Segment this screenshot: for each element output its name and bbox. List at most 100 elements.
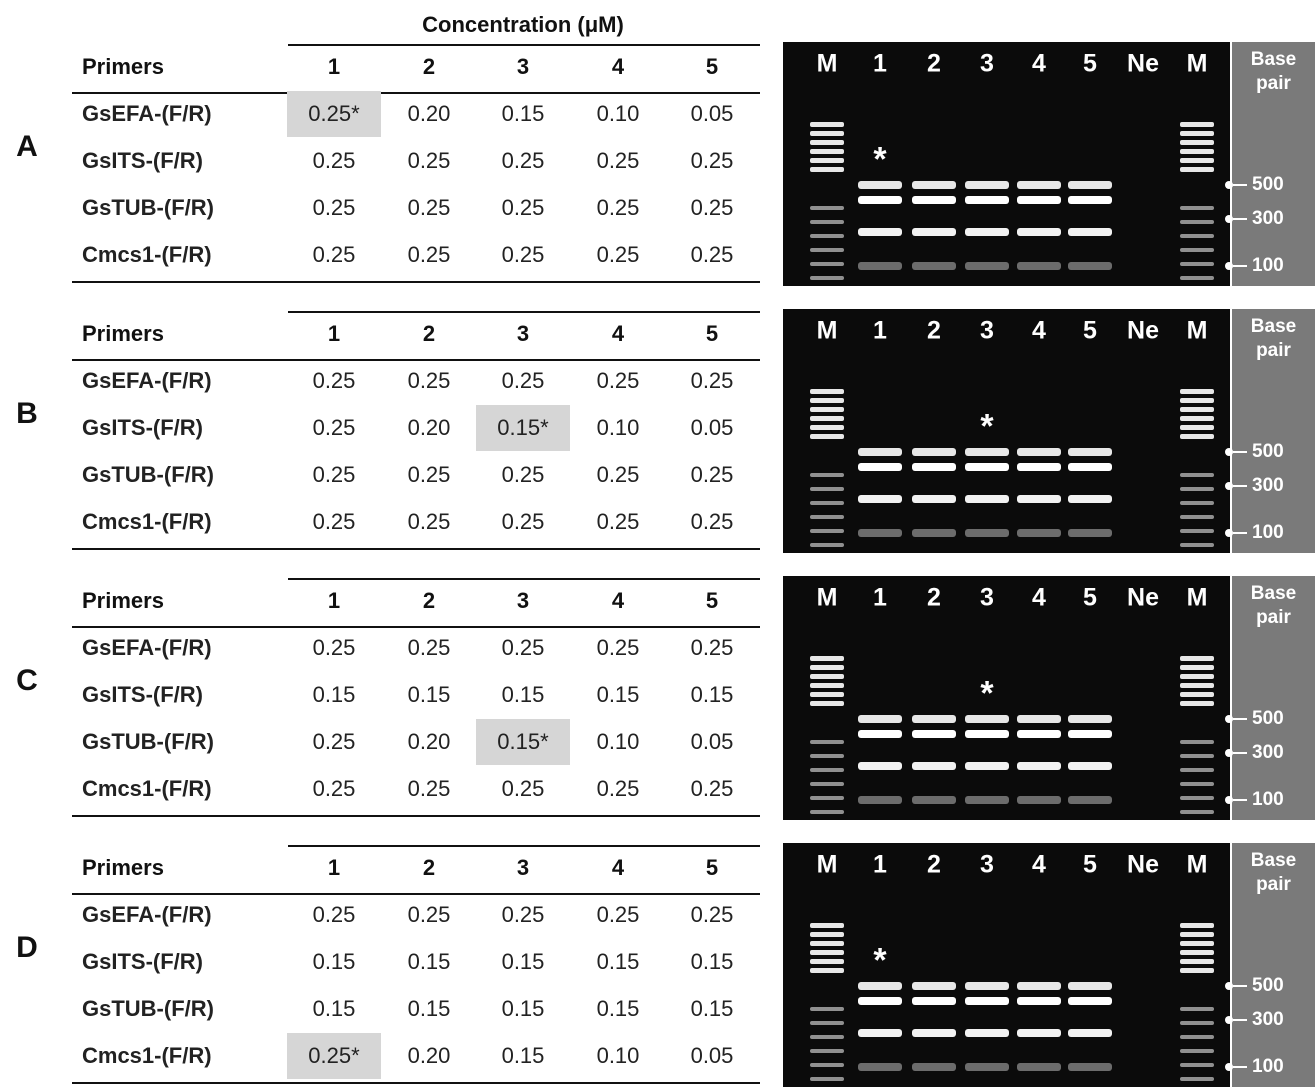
cell-value: 0.25 xyxy=(597,148,640,174)
ladder-band xyxy=(1180,754,1214,758)
ladder-band xyxy=(1180,234,1214,238)
lane-label: 1 xyxy=(873,50,887,79)
cell-value: 0.15 xyxy=(502,682,545,708)
sample-band xyxy=(1068,463,1112,471)
column-header: Primers xyxy=(82,321,164,347)
sample-band xyxy=(1068,1029,1112,1037)
ladder-band xyxy=(1180,543,1214,547)
cell-value: 0.25 xyxy=(502,368,545,394)
sample-band xyxy=(858,1029,902,1037)
ladder-band xyxy=(810,529,844,533)
ladder-band xyxy=(1180,810,1214,814)
ladder-band xyxy=(1180,692,1214,697)
scale-dot xyxy=(1225,529,1233,537)
ladder-band xyxy=(1180,122,1214,127)
lane-label: 4 xyxy=(1032,851,1046,880)
scale-tick xyxy=(1233,1066,1247,1068)
sample-band xyxy=(1017,1063,1061,1071)
cell-value: 0.25* xyxy=(308,1043,359,1069)
cell-value: 0.25 xyxy=(691,635,734,661)
cell-value: 0.15 xyxy=(502,996,545,1022)
ladder-band xyxy=(1180,248,1214,252)
cell-value: 0.25 xyxy=(502,509,545,535)
size-label: 300 xyxy=(1252,475,1284,497)
lane-label: 4 xyxy=(1032,317,1046,346)
sample-band xyxy=(1017,762,1061,770)
scale-dot xyxy=(1225,715,1233,723)
ladder-band xyxy=(1180,1007,1214,1011)
cell-value: 0.25 xyxy=(313,148,356,174)
scale-tick xyxy=(1233,184,1247,186)
cell-value: 0.25 xyxy=(313,195,356,221)
sample-band xyxy=(912,796,956,804)
sample-band xyxy=(912,529,956,537)
sample-band xyxy=(858,529,902,537)
sample-band xyxy=(912,181,956,189)
cell-value: 0.25 xyxy=(408,195,451,221)
cell-value: 0.25 xyxy=(597,902,640,928)
scale-dot xyxy=(1225,1063,1233,1071)
sample-band xyxy=(965,796,1009,804)
scale-tick xyxy=(1233,451,1247,453)
cell-value: 0.25 xyxy=(408,242,451,268)
scale-title: Base pair xyxy=(1232,849,1315,897)
cell-value: 0.25 xyxy=(691,509,734,535)
cell-value: 0.25 xyxy=(502,148,545,174)
sample-band xyxy=(1017,1029,1061,1037)
cell-value: 0.25 xyxy=(408,368,451,394)
ladder-band xyxy=(1180,1063,1214,1067)
sample-band xyxy=(1068,762,1112,770)
ladder-band xyxy=(810,941,844,946)
sample-band xyxy=(912,715,956,723)
cell-value: 0.25 xyxy=(313,776,356,802)
gel-image: M12345NeM* xyxy=(783,576,1230,820)
ladder-band xyxy=(1180,950,1214,955)
ladder-band xyxy=(810,810,844,814)
sample-band xyxy=(858,982,902,990)
lane-label: 3 xyxy=(980,584,994,613)
cell-value: 0.25 xyxy=(408,509,451,535)
scale-dot xyxy=(1225,982,1233,990)
ladder-band xyxy=(1180,1035,1214,1039)
primer-name: GsTUB-(F/R) xyxy=(82,729,214,755)
size-label: 500 xyxy=(1252,441,1284,463)
ladder-band xyxy=(810,398,844,403)
scale-dot xyxy=(1225,262,1233,270)
column-header: 3 xyxy=(517,588,529,614)
sample-band xyxy=(912,228,956,236)
sample-band xyxy=(965,715,1009,723)
panel-label: D xyxy=(16,931,38,965)
lane-label: M xyxy=(817,317,838,346)
lane-label: M xyxy=(1187,584,1208,613)
column-header: 5 xyxy=(706,54,718,80)
ladder-band xyxy=(810,167,844,172)
lane-label: M xyxy=(1187,317,1208,346)
cell-value: 0.25 xyxy=(691,462,734,488)
ladder-band xyxy=(1180,968,1214,973)
cell-value: 0.05 xyxy=(691,415,734,441)
sample-band xyxy=(1068,448,1112,456)
sample-band xyxy=(858,181,902,189)
column-header: 1 xyxy=(328,321,340,347)
cell-value: 0.25 xyxy=(597,509,640,535)
column-header: 2 xyxy=(423,54,435,80)
primer-name: GsEFA-(F/R) xyxy=(82,902,212,928)
column-header: Primers xyxy=(82,588,164,614)
sample-band xyxy=(858,228,902,236)
sample-band xyxy=(965,529,1009,537)
ladder-band xyxy=(810,1077,844,1081)
star: * xyxy=(980,408,993,447)
sample-band xyxy=(858,262,902,270)
sample-band xyxy=(1068,228,1112,236)
ladder-band xyxy=(810,1007,844,1011)
ladder-band xyxy=(810,950,844,955)
scale-tick xyxy=(1233,1019,1247,1021)
ladder-band xyxy=(810,543,844,547)
column-header: 5 xyxy=(706,321,718,347)
ladder-band xyxy=(1180,206,1214,210)
sample-band xyxy=(1017,730,1061,738)
sample-band xyxy=(912,448,956,456)
ladder-band xyxy=(1180,656,1214,661)
